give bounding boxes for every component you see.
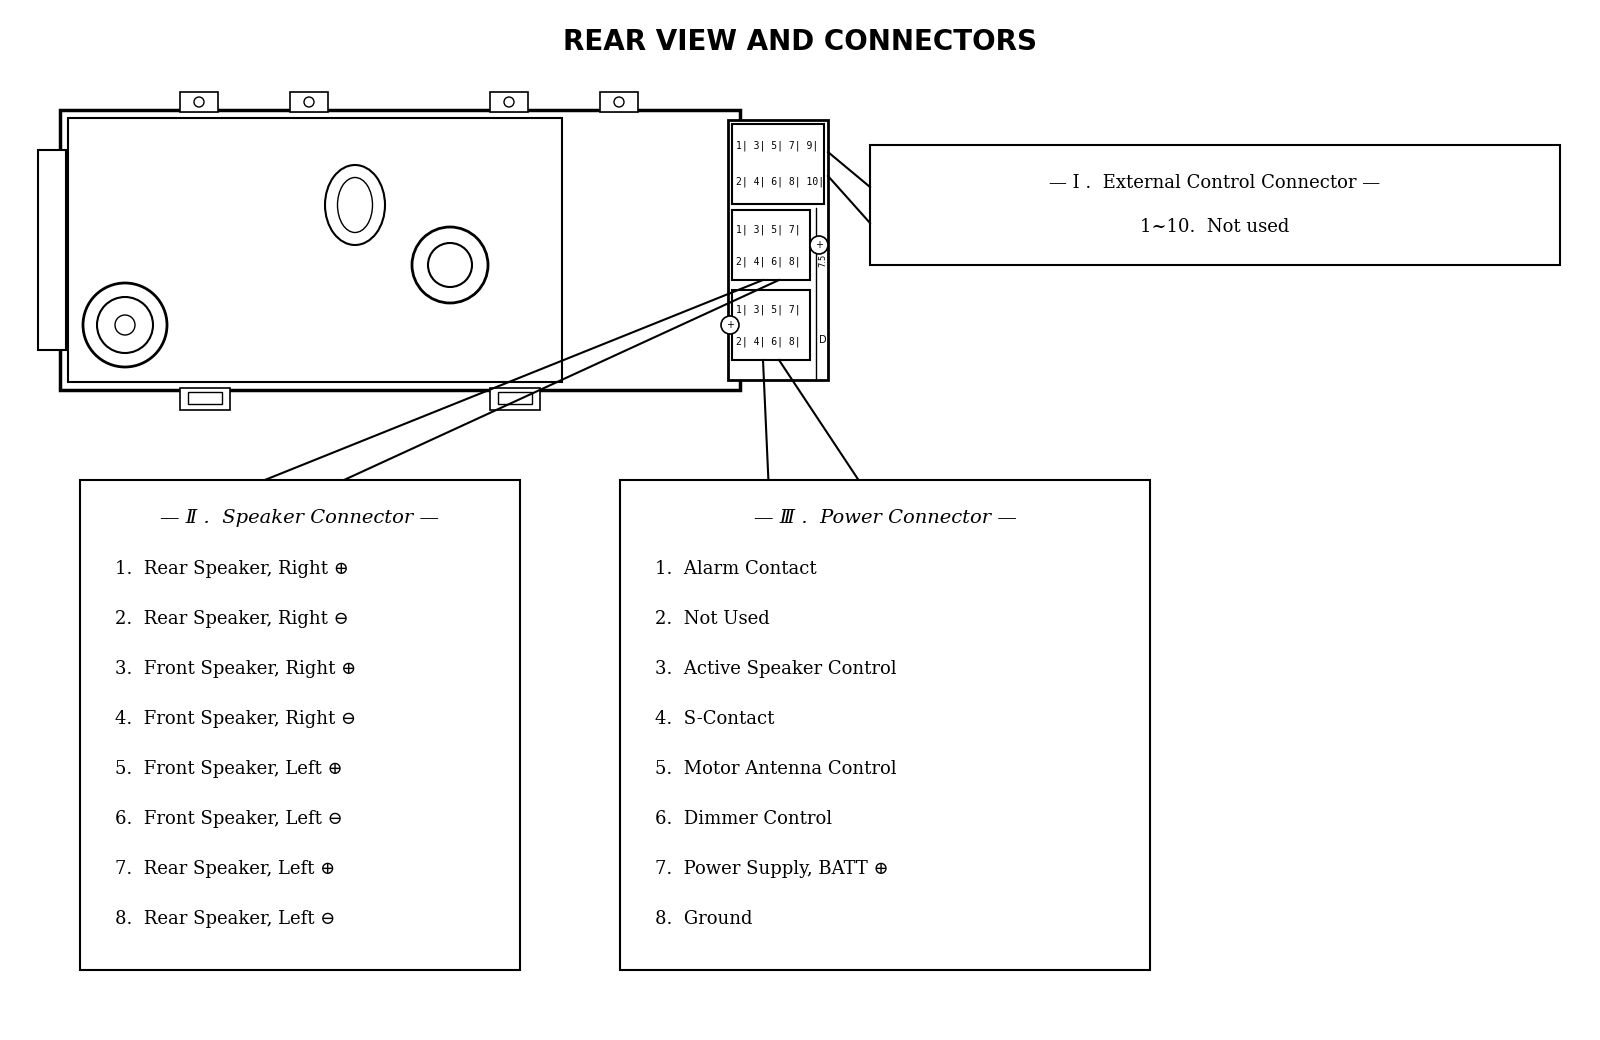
Text: — Ⅲ .  Power Connector —: — Ⅲ . Power Connector — bbox=[754, 509, 1016, 527]
Text: D: D bbox=[819, 335, 827, 345]
Circle shape bbox=[614, 97, 624, 107]
Ellipse shape bbox=[338, 178, 373, 233]
Circle shape bbox=[504, 97, 514, 107]
Bar bbox=[80, 480, 520, 970]
Bar bbox=[290, 92, 328, 112]
Text: 6.  Front Speaker, Left ⊖: 6. Front Speaker, Left ⊖ bbox=[115, 810, 342, 828]
Circle shape bbox=[194, 97, 205, 107]
Text: 1~10.  Not used: 1~10. Not used bbox=[1141, 218, 1290, 236]
Bar bbox=[733, 124, 824, 204]
Bar bbox=[600, 92, 638, 112]
Bar bbox=[733, 290, 810, 360]
Bar bbox=[38, 150, 66, 350]
Bar bbox=[498, 392, 531, 404]
Text: 3.  Active Speaker Control: 3. Active Speaker Control bbox=[654, 660, 896, 678]
Circle shape bbox=[115, 315, 134, 335]
Text: +: + bbox=[726, 320, 734, 330]
Bar bbox=[870, 145, 1560, 265]
Text: 1.  Rear Speaker, Right ⊕: 1. Rear Speaker, Right ⊕ bbox=[115, 560, 349, 578]
Text: — I .  External Control Connector —: — I . External Control Connector — bbox=[1050, 174, 1381, 192]
Text: 8.  Rear Speaker, Left ⊖: 8. Rear Speaker, Left ⊖ bbox=[115, 910, 336, 928]
Text: 4.  S-Contact: 4. S-Contact bbox=[654, 710, 774, 728]
Circle shape bbox=[304, 97, 314, 107]
Bar bbox=[490, 92, 528, 112]
FancyBboxPatch shape bbox=[61, 110, 739, 390]
Bar bbox=[490, 388, 541, 410]
Bar bbox=[67, 118, 562, 382]
Text: 1| 3| 5| 7|: 1| 3| 5| 7| bbox=[736, 305, 800, 315]
Bar bbox=[733, 210, 810, 280]
Text: — Ⅱ .  Speaker Connector —: — Ⅱ . Speaker Connector — bbox=[160, 509, 440, 527]
Text: 7.  Power Supply, BATT ⊕: 7. Power Supply, BATT ⊕ bbox=[654, 860, 888, 878]
Text: 5.  Motor Antenna Control: 5. Motor Antenna Control bbox=[654, 760, 896, 778]
Text: +: + bbox=[814, 240, 822, 250]
Circle shape bbox=[810, 236, 829, 254]
Text: 2| 4| 6| 8| 10|: 2| 4| 6| 8| 10| bbox=[736, 177, 824, 187]
Text: 5.  Front Speaker, Left ⊕: 5. Front Speaker, Left ⊕ bbox=[115, 760, 342, 778]
Text: 2| 4| 6| 8|: 2| 4| 6| 8| bbox=[736, 337, 800, 347]
Bar bbox=[621, 480, 1150, 970]
Circle shape bbox=[98, 297, 154, 353]
Text: 7.5: 7.5 bbox=[819, 254, 827, 266]
Text: 6.  Dimmer Control: 6. Dimmer Control bbox=[654, 810, 832, 828]
Bar bbox=[179, 92, 218, 112]
Text: 1| 3| 5| 7|: 1| 3| 5| 7| bbox=[736, 225, 800, 235]
Text: 2.  Rear Speaker, Right ⊖: 2. Rear Speaker, Right ⊖ bbox=[115, 610, 349, 628]
Text: 1.  Alarm Contact: 1. Alarm Contact bbox=[654, 560, 816, 578]
Text: 4.  Front Speaker, Right ⊖: 4. Front Speaker, Right ⊖ bbox=[115, 710, 357, 728]
Text: REAR VIEW AND CONNECTORS: REAR VIEW AND CONNECTORS bbox=[563, 28, 1037, 56]
Text: 8.  Ground: 8. Ground bbox=[654, 910, 752, 928]
Bar bbox=[728, 120, 829, 380]
Ellipse shape bbox=[325, 165, 386, 245]
Bar bbox=[189, 392, 222, 404]
Text: 2| 4| 6| 8|: 2| 4| 6| 8| bbox=[736, 257, 800, 267]
Circle shape bbox=[722, 316, 739, 334]
Text: 3.  Front Speaker, Right ⊕: 3. Front Speaker, Right ⊕ bbox=[115, 660, 357, 678]
Text: 2.  Not Used: 2. Not Used bbox=[654, 610, 770, 628]
Circle shape bbox=[83, 283, 166, 367]
Bar bbox=[179, 388, 230, 410]
Circle shape bbox=[413, 227, 488, 303]
Text: 1| 3| 5| 7| 9|: 1| 3| 5| 7| 9| bbox=[736, 140, 818, 151]
Circle shape bbox=[429, 243, 472, 287]
Text: 7.  Rear Speaker, Left ⊕: 7. Rear Speaker, Left ⊕ bbox=[115, 860, 336, 878]
